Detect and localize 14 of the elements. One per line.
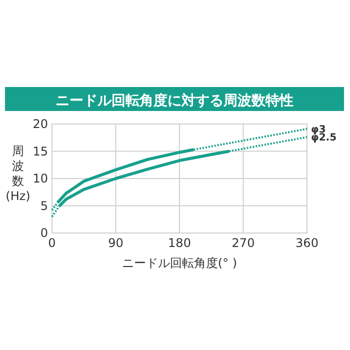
y-tick-label: 0 (40, 226, 48, 240)
x-tick-label: 180 (168, 236, 191, 250)
y-axis-title: 周波数(Hz) (6, 144, 30, 203)
x-tick-label: 360 (296, 236, 318, 250)
x-tick-label: 90 (108, 236, 124, 250)
y-tick-label: 20 (32, 117, 48, 131)
y-tick-label: 5 (40, 198, 48, 213)
chart-title: ニードル回転角度に対する周波数特性 (56, 92, 294, 109)
y-tick-label: 10 (32, 172, 48, 186)
series-label: φ2.5 (311, 132, 337, 144)
y-tick-label: 15 (32, 144, 48, 158)
x-tick-label: 270 (232, 236, 255, 250)
series-label: φ3 (311, 124, 326, 136)
x-axis-title: ニードル回転角度(° ) (122, 256, 238, 270)
